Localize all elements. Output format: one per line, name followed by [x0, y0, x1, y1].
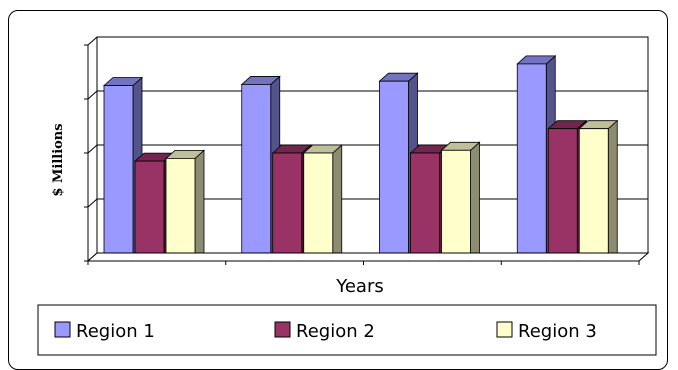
legend-swatch: [274, 321, 291, 338]
legend-label: Region 3: [518, 321, 597, 342]
legend-item-3: Region 3: [496, 321, 597, 342]
gridline-depth: [87, 198, 98, 208]
chart-area: $ Millions Years Region 1 Region 2 Region …: [37, 36, 657, 356]
axes: [84, 44, 650, 265]
bar-region-3-4: [578, 119, 619, 262]
bar-region-1-4: [516, 55, 557, 262]
floor: [86, 252, 650, 262]
gridline-depth: [87, 144, 98, 154]
legend-item-1: Region 1: [54, 321, 155, 342]
x-axis-label: Years: [335, 276, 384, 297]
bar-region-3-1: [164, 149, 206, 262]
legend-swatch: [496, 321, 513, 338]
y-axis-label: $ Millions: [51, 123, 66, 196]
legend-label: Region 2: [296, 321, 375, 342]
legend-label: Region 1: [76, 321, 155, 342]
bars: [102, 55, 619, 262]
bar-region-3-3: [440, 141, 481, 262]
bar-region-3-2: [302, 144, 343, 262]
legend-box: [37, 304, 657, 356]
legend: Region 1 Region 2 Region 3: [37, 304, 657, 356]
gridline-depth: [87, 90, 98, 100]
legend-item-2: Region 2: [274, 321, 375, 342]
gridline-depth: [87, 36, 98, 46]
legend-swatch: [54, 321, 71, 338]
